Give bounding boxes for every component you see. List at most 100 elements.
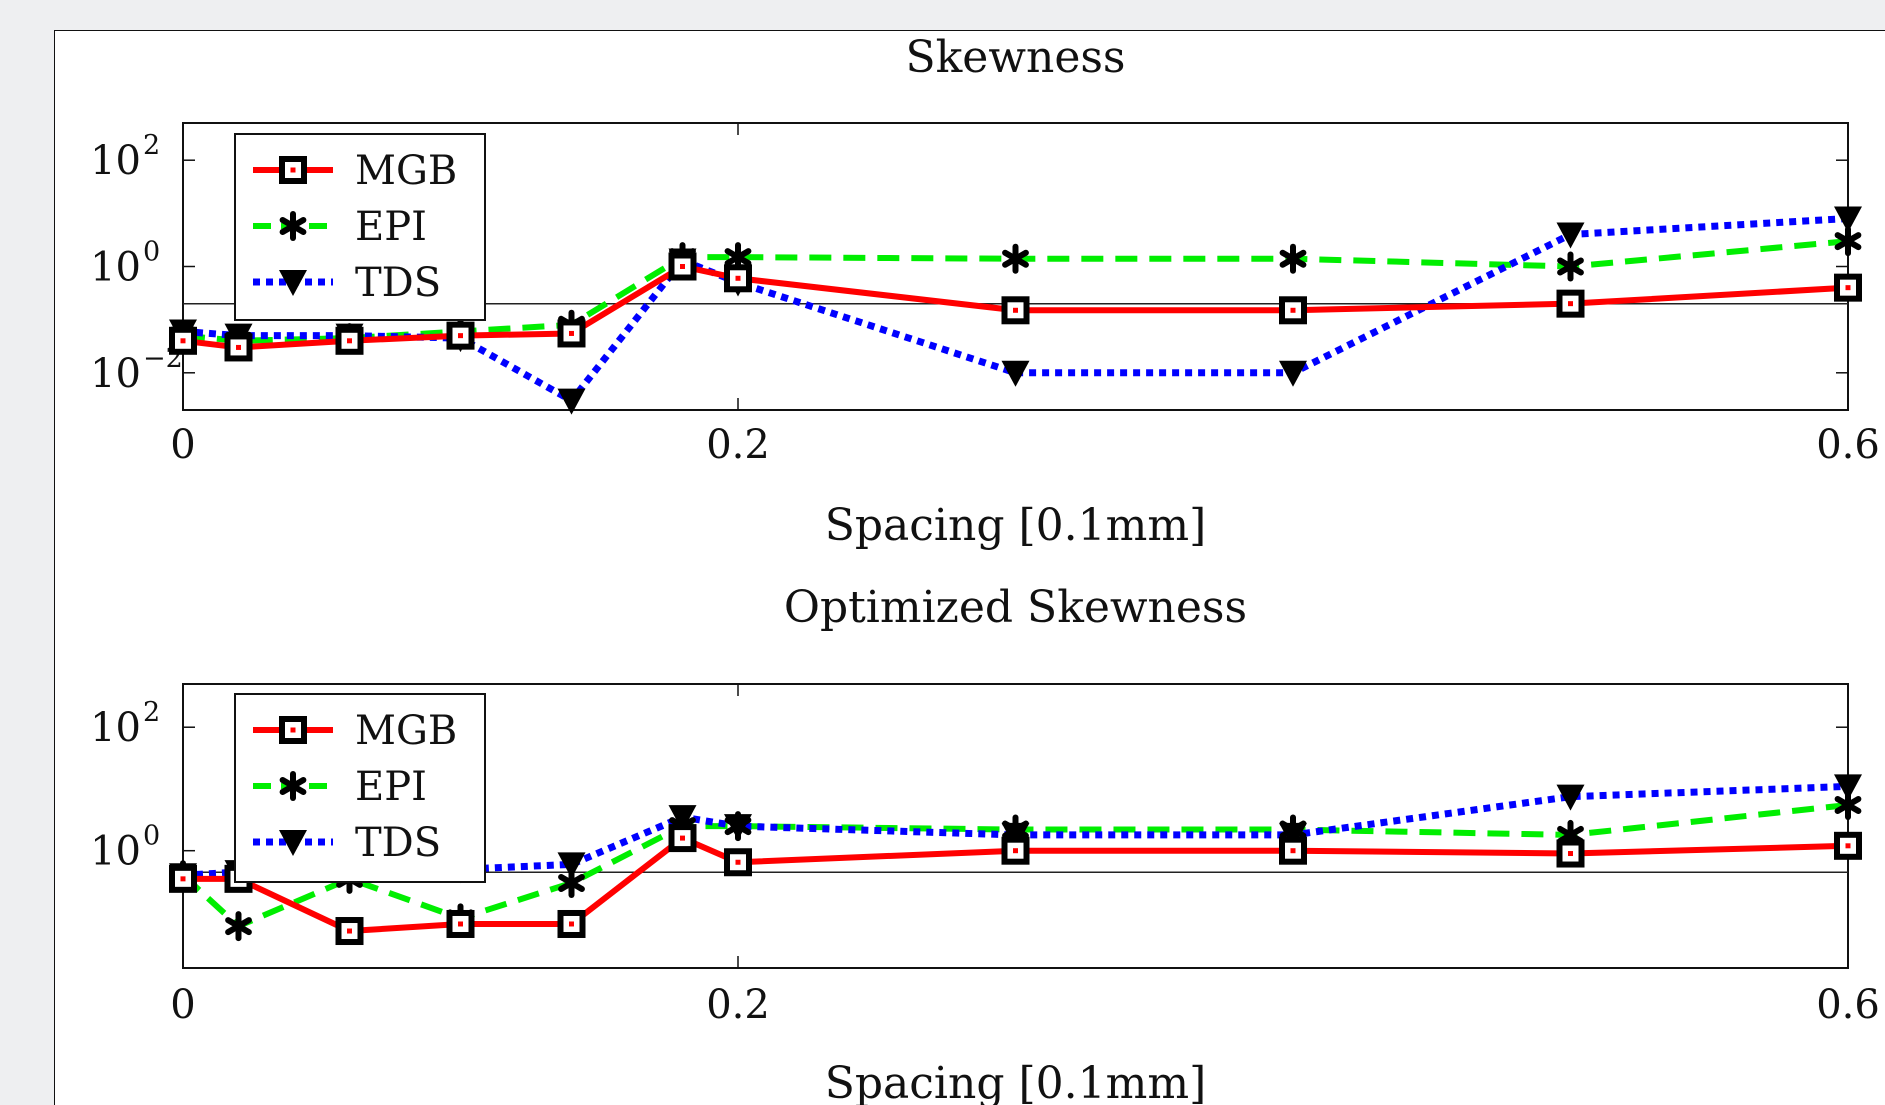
panel-2-xlabel: Spacing [0.1mm] xyxy=(825,1058,1207,1105)
panel-1-series-tds-point-9-tri xyxy=(1556,222,1585,249)
panel-1-legend-epi-marker xyxy=(279,211,307,241)
panel-2-series-mgb-point-0-dot xyxy=(180,876,186,882)
panel-1-title: Skewness xyxy=(905,32,1125,83)
panel-2-legend-box xyxy=(234,693,486,883)
panel-2-series-mgb-point-7-dot xyxy=(1013,848,1018,854)
panel-1-series-mgb-point-8-dot xyxy=(1290,307,1296,313)
panel-1-series-mgb-point-4-dot xyxy=(569,330,574,336)
panel-1-series-mgb-point-6-dot xyxy=(735,275,741,281)
panel-2-legend-epi-label: EPI xyxy=(355,764,427,810)
panel-2-series-tds-point-7-tri xyxy=(1001,822,1030,849)
panel-1-series-tds-point-10-tri xyxy=(1834,206,1862,233)
panel-2-series-mgb-point-4-dot xyxy=(569,921,574,927)
panel-2-series-mgb-point-5-dot xyxy=(680,835,685,841)
panel-2-series-mgb-point-4 xyxy=(557,909,586,938)
panel-2-legend-tds-marker xyxy=(279,830,307,856)
panel-1-series-epi-point-8 xyxy=(1279,243,1307,274)
panel-1-series-mgb-point-3-dot xyxy=(458,333,463,339)
panel-1-ytick-sup-1: 0 xyxy=(143,237,160,268)
panel-1-series-tds-point-7 xyxy=(1001,360,1030,387)
panel-2-series-mgb-point-0 xyxy=(169,864,197,893)
panel-2-series-mgb-point-8 xyxy=(1279,836,1307,865)
panel-1-series-tds-point-10 xyxy=(1834,206,1862,233)
panel-1-series-epi-point-7 xyxy=(1002,243,1029,274)
panel-2-series-tds-point-9-tri xyxy=(1556,784,1585,811)
panel-1-series-mgb-point-9-dot xyxy=(1568,301,1573,307)
panel-2-xtick-label-2: 0.6 xyxy=(1816,982,1880,1028)
panel-1-ytick-label-0: 10 xyxy=(90,138,141,184)
panel-1-series-mgb-point-6 xyxy=(724,264,752,293)
panel-2-series-mgb-point-3-dot xyxy=(458,921,463,927)
panel-2-series-mgb-point-7 xyxy=(1001,836,1030,865)
panel-1-series-mgb-point-7 xyxy=(1001,296,1030,325)
panel-2-series-epi-point-1 xyxy=(225,911,252,942)
panel-1-legend-epi-label: EPI xyxy=(355,204,427,250)
panel-1-xtick-label-1: 0.2 xyxy=(706,422,770,468)
panel-2-series-mgb-point-9 xyxy=(1556,839,1585,868)
panel-2-series-mgb-point-10-dot xyxy=(1845,843,1851,849)
panel-1-series-tds-point-8-tri xyxy=(1279,360,1307,387)
panel-2-legend-mgb-marker xyxy=(279,716,307,744)
panel-2-title: Optimized Skewness xyxy=(784,582,1247,633)
panel-2-series-epi-point-9-arm-2 xyxy=(1557,825,1584,844)
panel-2-series-mgb-point-5 xyxy=(668,824,697,853)
panel-2-series-mgb-point-6-dot xyxy=(735,859,741,865)
panel-1-series-epi-point-7-arm-2 xyxy=(1002,249,1029,268)
panel-1-legend-mgb-label: MGB xyxy=(355,148,457,194)
panel-2-series-epi-point-10-arm-2 xyxy=(1834,795,1862,814)
panel-2-series-mgb-point-3 xyxy=(446,909,475,938)
panel-1-legend-epi-marker-arm-2 xyxy=(279,217,307,236)
panel-2-legend-tds-label: TDS xyxy=(355,820,441,866)
panel-1-legend-tds-label: TDS xyxy=(355,260,441,306)
panel-1-xtick-label-0: 0 xyxy=(170,422,195,468)
panel-1-series-mgb-point-2 xyxy=(335,326,364,355)
panel-2-series-mgb-point-9-dot xyxy=(1568,851,1573,857)
panel-1-series-epi-point-9-arm-2 xyxy=(1557,257,1584,276)
panel-1-series-mgb-point-0 xyxy=(169,326,197,355)
panel-2-series-tds-point-6-tri xyxy=(724,814,752,841)
panel-2-series-tds-point-10-tri xyxy=(1834,774,1862,801)
panel-2-series-mgb-point-8-dot xyxy=(1290,848,1296,854)
panel-2-series-tds-point-4 xyxy=(557,852,586,879)
panel-2-series-epi-point-1-arm-2 xyxy=(225,917,252,936)
panel-1-series-mgb-point-1-dot xyxy=(236,344,241,350)
panel-2-series-tds-point-8-tri xyxy=(1279,822,1307,849)
panel-2-series-tds-point-5-tri xyxy=(668,805,697,832)
panel-2-series-tds-point-4-tri xyxy=(557,852,586,879)
panel-2-series-tds-point-7 xyxy=(1001,822,1030,849)
panel-2-series-mgb-point-2-dot xyxy=(347,928,352,934)
panel-1-xlabel: Spacing [0.1mm] xyxy=(825,500,1207,551)
panel-2-ytick-sup-1: 0 xyxy=(143,821,160,852)
panel-2-series-mgb-point-2 xyxy=(335,917,364,946)
panel-2-legend-mgb-marker-dot xyxy=(290,727,296,733)
panel-1-series-mgb-point-3 xyxy=(446,321,475,350)
panel-1-series-tds-point-9 xyxy=(1556,222,1585,249)
panel-2-series-mgb-point-10 xyxy=(1834,831,1862,860)
panel-1-series-mgb-point-2-dot xyxy=(347,338,352,344)
panel-1-series-mgb-point-4 xyxy=(557,319,586,348)
panel-1-legend-tds-marker xyxy=(279,270,307,296)
panel-1-legend-box xyxy=(234,133,486,321)
panel-2-series-epi-point-4-arm-2 xyxy=(558,873,585,892)
panel-1-series-epi-point-6-arm-2 xyxy=(724,248,752,267)
panel-1-ytick-label-2: 10 xyxy=(90,351,141,397)
panel-1-series-tds-point-7-tri xyxy=(1001,360,1030,387)
panel-1-series-epi-point-8-arm-2 xyxy=(1279,249,1307,268)
panel-2-legend-epi-marker-arm-2 xyxy=(279,776,307,795)
panel-1-series-mgb-point-9 xyxy=(1556,289,1585,318)
panel-1-legend-mgb-marker xyxy=(279,156,307,184)
panel-1-series-mgb-point-0-dot xyxy=(180,338,186,344)
panel-2-series-tds-point-10 xyxy=(1834,774,1862,801)
panel-2-xtick-label-0: 0 xyxy=(170,982,195,1028)
panel-2-legend-epi-marker xyxy=(279,771,307,801)
panel-2-series-mgb-point-6 xyxy=(724,848,752,877)
panel-1-series-epi-point-10 xyxy=(1834,226,1862,257)
panel-1-xtick-label-2: 0.6 xyxy=(1816,422,1880,468)
panel-2-legend-mgb-label: MGB xyxy=(355,708,457,754)
panel-1-series-mgb-point-5 xyxy=(668,252,697,281)
panel-1-legend-mgb-marker-dot xyxy=(290,167,296,173)
panel-1-ytick-label-1: 10 xyxy=(90,245,141,291)
panel-1-series-tds-line xyxy=(182,215,1849,405)
panel-1-series-mgb-point-7-dot xyxy=(1013,307,1018,313)
panel-1-series-epi-point-10-arm-2 xyxy=(1834,232,1862,251)
